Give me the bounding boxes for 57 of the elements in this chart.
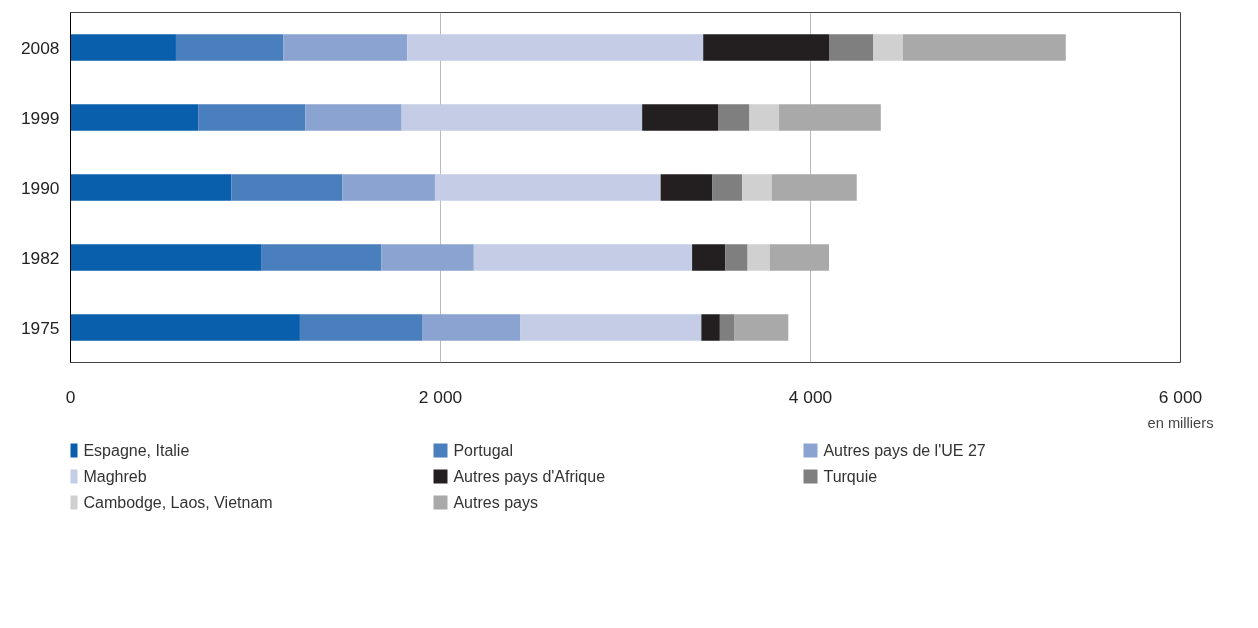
bar xyxy=(719,314,735,341)
bar xyxy=(829,34,874,61)
bar xyxy=(70,34,176,61)
x-tick-label: 0 xyxy=(65,386,76,407)
legend-label: Turquie xyxy=(823,468,878,485)
y-tick-label: 1975 xyxy=(20,317,60,338)
bar xyxy=(747,244,770,271)
bar xyxy=(701,314,720,341)
bar xyxy=(903,34,1066,61)
bar xyxy=(70,314,300,341)
x-tick-label: 6 000 xyxy=(1158,386,1203,407)
legend-label: Autres pays d'Afrique xyxy=(453,468,606,485)
bar xyxy=(718,104,750,131)
y-tick-label: 1982 xyxy=(20,247,60,268)
legend-label: Cambodge, Laos, Vietnam xyxy=(83,494,273,511)
bar xyxy=(175,34,284,61)
bar xyxy=(70,174,232,201)
legend-label: Maghreb xyxy=(83,468,147,485)
legend-label: Autres pays de l'UE 27 xyxy=(823,442,986,459)
x-tick-label: 4 000 xyxy=(788,386,833,407)
y-tick-label: 1999 xyxy=(20,107,60,128)
y-tick-label: 2008 xyxy=(20,37,60,58)
bar xyxy=(769,244,829,271)
bar xyxy=(734,314,789,341)
bar xyxy=(401,104,643,131)
bar xyxy=(692,244,726,271)
bar xyxy=(771,174,857,201)
bar xyxy=(70,244,262,271)
bar xyxy=(712,174,743,201)
bar xyxy=(261,244,382,271)
bar xyxy=(422,314,521,341)
bar xyxy=(703,34,829,61)
bar xyxy=(434,174,661,201)
y-tick-label: 1990 xyxy=(20,177,60,198)
bar xyxy=(520,314,702,341)
legend-label: Espagne, Italie xyxy=(83,442,190,459)
bar xyxy=(305,104,402,131)
bar xyxy=(198,104,306,131)
bar xyxy=(742,174,772,201)
bar xyxy=(779,104,881,131)
bar xyxy=(749,104,780,131)
bar xyxy=(725,244,748,271)
bar xyxy=(873,34,903,61)
bar xyxy=(642,104,718,131)
bar xyxy=(231,174,343,201)
bar xyxy=(342,174,435,201)
bar xyxy=(283,34,408,61)
bar xyxy=(381,244,474,271)
legend-label: Portugal xyxy=(453,442,514,459)
bar xyxy=(407,34,704,61)
bar xyxy=(299,314,422,341)
bar xyxy=(473,244,693,271)
bar xyxy=(70,104,199,131)
x-axis-title: en milliers xyxy=(1147,414,1214,431)
bar xyxy=(660,174,713,201)
legend-label: Autres pays xyxy=(453,494,538,511)
x-tick-label: 2 000 xyxy=(418,386,463,407)
